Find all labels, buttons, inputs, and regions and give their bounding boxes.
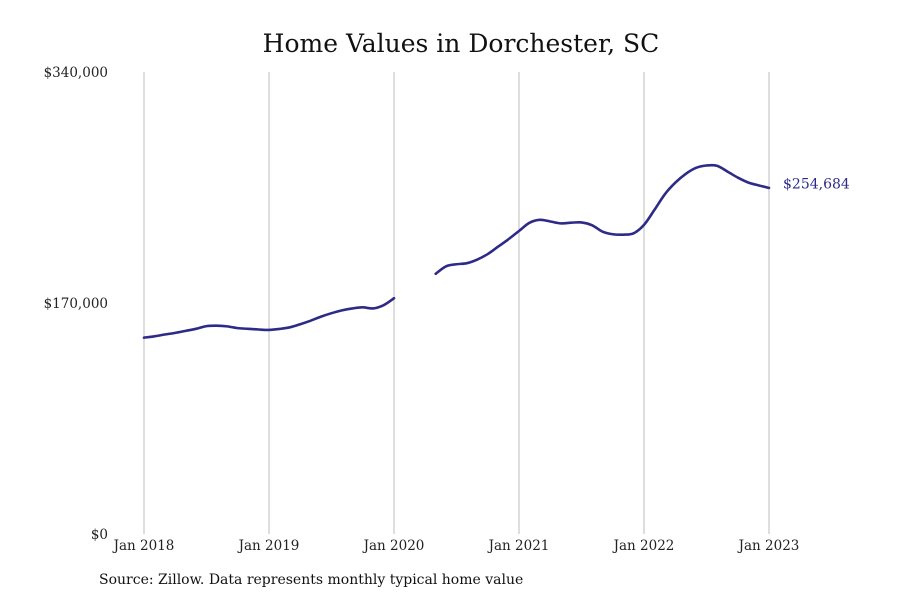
- y-axis-ticks: $0 $170,000 $340,000: [44, 65, 108, 543]
- x-tick-label: Jan 2022: [612, 538, 675, 554]
- x-tick-label: Jan 2018: [112, 538, 175, 554]
- gridlines: [143, 72, 770, 534]
- y-tick-label: $170,000: [44, 296, 108, 312]
- series-line-segment-1: [142, 296, 396, 339]
- source-note: Source: Zillow. Data represents monthly …: [99, 572, 524, 588]
- y-tick-label: $340,000: [44, 65, 108, 81]
- chart-title: Home Values in Dorchester, SC: [263, 29, 660, 58]
- x-tick-label: Jan 2020: [362, 538, 425, 554]
- x-tick-label: Jan 2021: [487, 538, 550, 554]
- x-tick-label: Jan 2023: [737, 538, 800, 554]
- x-axis-ticks: Jan 2018 Jan 2019 Jan 2020 Jan 2021 Jan 2022…: [112, 538, 800, 554]
- series-home-value: [142, 163, 771, 339]
- series-line-segment-2: [434, 163, 771, 276]
- x-tick-label: Jan 2019: [237, 538, 300, 554]
- y-tick-label: $0: [91, 527, 108, 543]
- end-value-label: $254,684: [783, 176, 850, 192]
